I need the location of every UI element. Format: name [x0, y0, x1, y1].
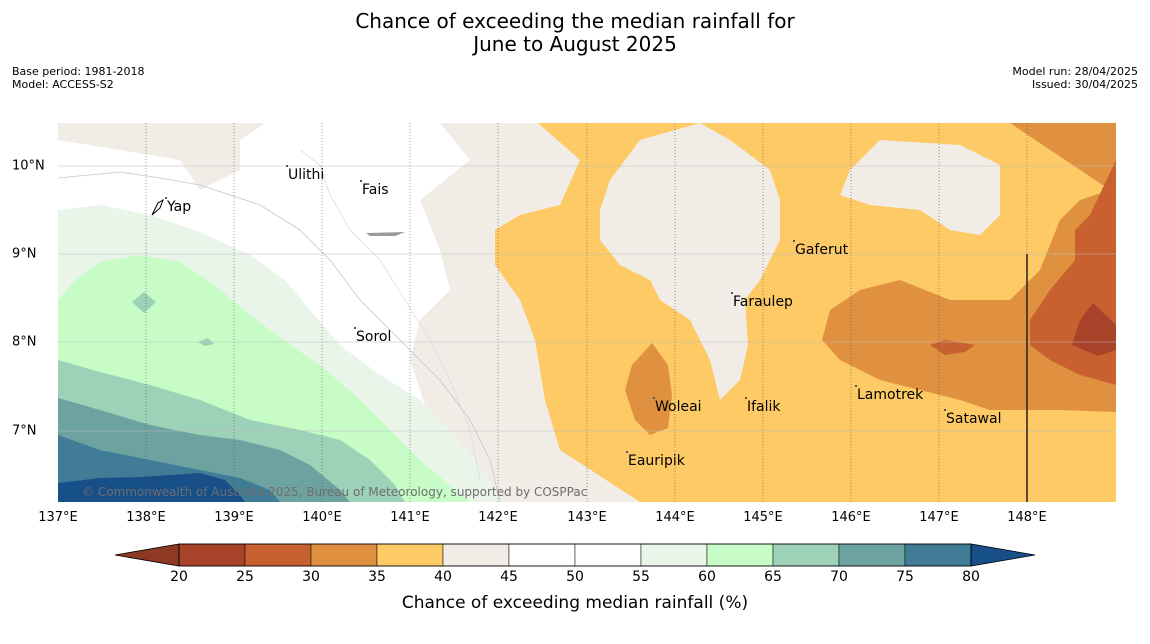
colorbar-tick-label: 35	[368, 569, 386, 585]
lat-label-9n: 9°N	[12, 246, 37, 262]
contour-40-45-east	[840, 140, 1000, 235]
lon-label-145: 145°E	[743, 510, 783, 525]
contour-40-45-nw	[58, 123, 265, 190]
title-line-2: June to August 2025	[473, 32, 677, 56]
title-line-1: Chance of exceeding the median rainfall …	[355, 9, 795, 33]
place-eauripik: Eauripik	[626, 451, 685, 469]
lon-label-146: 146°E	[831, 510, 871, 525]
base-info: Base period: 1981-2018 Model: ACCESS-S2	[12, 65, 144, 91]
longitude-gridlines	[145, 123, 1028, 502]
lat-label-8n: 8°N	[12, 334, 37, 350]
colorbar-tick-label: 55	[632, 569, 650, 585]
colorbar-tick-label: 80	[962, 569, 980, 585]
lon-label-144: 144°E	[655, 510, 695, 525]
contour-40-45-interior	[600, 123, 780, 400]
contour-80-plus	[58, 473, 245, 502]
colorbar-label: Chance of exceeding median rainfall (%)	[401, 593, 749, 613]
map-title: Chance of exceeding the median rainfall …	[0, 10, 1150, 56]
lon-label-147: 147°E	[919, 510, 959, 525]
colorbar-tick-label: 40	[434, 569, 452, 585]
issued-date: Issued: 30/04/2025	[1031, 78, 1138, 91]
place-gaferut: Gaferut	[792, 240, 849, 258]
colorbar-tick-label: 50	[566, 569, 584, 585]
lon-label-140: 140°E	[302, 510, 342, 525]
latitude-gridlines	[58, 165, 1116, 432]
place-faraulep: Faraulep	[731, 292, 793, 310]
colorbar-tick-label: 70	[830, 569, 848, 585]
lon-label-137: 137°E	[38, 510, 78, 525]
lon-label-138: 138°E	[126, 510, 166, 525]
colorbar-tick-label: 30	[302, 569, 320, 585]
lon-label-143: 143°E	[567, 510, 607, 525]
run-info: Model run: 28/04/2025 Issued: 30/04/2025	[1012, 65, 1138, 91]
copyright-notice: © Commonwealth of Australia 2025, Bureau…	[82, 485, 588, 499]
lon-label-142: 142°E	[478, 510, 518, 525]
place-lamotrek: Lamotrek	[854, 385, 924, 403]
lat-label-7n: 7°N	[12, 423, 37, 439]
colorbar-tick-label: 65	[764, 569, 782, 585]
place-satawal: Satawal	[943, 409, 1002, 427]
contour-65-70-spot	[132, 292, 156, 313]
colorbar-tick-label: 20	[170, 569, 188, 585]
colorbar-tick-label: 60	[698, 569, 716, 585]
lat-label-10n: 10°N	[12, 158, 45, 174]
place-fais: Fais	[360, 180, 389, 198]
place-woleai: Woleai	[653, 397, 702, 415]
contour-25-30-small	[930, 340, 975, 355]
contour-20-25	[1072, 303, 1116, 356]
place-yap: Yap	[164, 197, 192, 215]
base-period: Base period: 1981-2018	[12, 65, 145, 78]
lon-label-139: 139°E	[214, 510, 254, 525]
model-name: Model: ACCESS-S2	[12, 78, 114, 91]
place-ulithi: Ulithi	[285, 165, 325, 183]
colorbar-tick-label: 75	[896, 569, 914, 585]
place-ifalik: Ifalik	[745, 397, 781, 415]
place-sorol: Sorol	[353, 327, 392, 345]
colorbar-tick-label: 25	[236, 569, 254, 585]
contour-30-35-woleai	[625, 343, 672, 435]
lon-label-148: 148°E	[1007, 510, 1047, 525]
lon-label-141: 141°E	[390, 510, 430, 525]
model-run-date: Model run: 28/04/2025	[1012, 65, 1138, 78]
colorbar-tick-label: 45	[500, 569, 518, 585]
